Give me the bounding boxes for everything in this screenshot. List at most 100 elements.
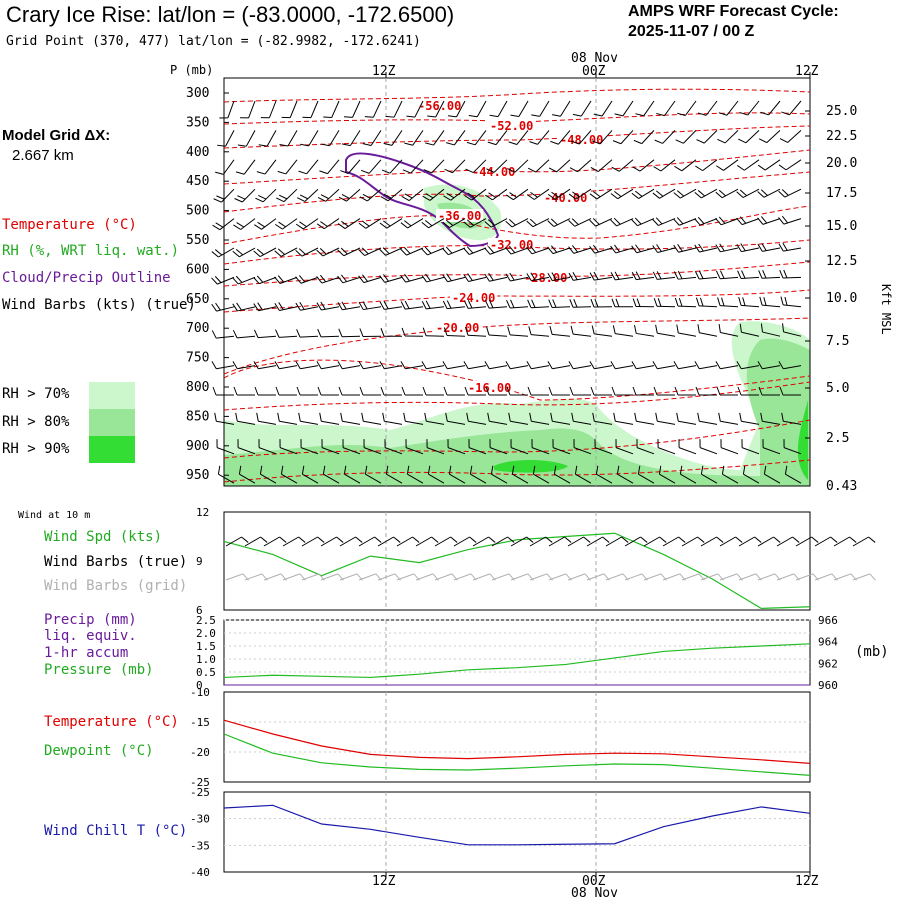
- barb-staff: [540, 101, 549, 116]
- wind-barb: [698, 96, 717, 118]
- barb-staff: [644, 574, 661, 580]
- wind-barb: [590, 211, 612, 227]
- barb-feather: [675, 298, 678, 306]
- wind-barb: [361, 155, 381, 176]
- wind-barb: [675, 325, 697, 337]
- wind-barb: [716, 153, 738, 172]
- wind-barb: [302, 98, 318, 120]
- barb-feather: [375, 536, 382, 544]
- barb-staff: [682, 574, 699, 580]
- wind-barb: [506, 212, 528, 229]
- barb-feather: [549, 299, 552, 307]
- wind-barb: [780, 269, 801, 278]
- barb-staff: [594, 366, 612, 369]
- barb-staff: [435, 574, 452, 580]
- wind-barb-10m: [682, 536, 704, 553]
- wind-barb: [548, 240, 570, 254]
- wind-barb: [737, 182, 759, 199]
- wind-barb-10m: [568, 536, 590, 553]
- wind-barb: [510, 97, 528, 119]
- height-tick-label: 17.5: [826, 186, 857, 201]
- wind-barb: [401, 358, 423, 370]
- barb-staff: [621, 130, 633, 143]
- barb-staff: [700, 448, 717, 454]
- barb-staff: [237, 366, 255, 369]
- barb-staff: [218, 248, 234, 257]
- barb-staff: [721, 448, 738, 454]
- wind-barb-10m: [321, 536, 343, 553]
- height-tick-label: 7.5: [826, 334, 849, 349]
- barb-staff: [606, 574, 623, 580]
- temperature-contour: [224, 89, 810, 102]
- pressure-tick-label: 966: [818, 614, 838, 627]
- barb-staff: [741, 421, 759, 424]
- barb-feather: [212, 361, 216, 369]
- wind-barb: [591, 299, 612, 307]
- wind-barb: [633, 154, 654, 173]
- barb-feather: [679, 298, 682, 306]
- barb-feather: [720, 270, 724, 278]
- barb-feather: [779, 163, 786, 171]
- barb-feather: [339, 329, 342, 337]
- barb-feather: [413, 536, 420, 544]
- barb-staff: [720, 366, 738, 369]
- barb-staff: [699, 366, 717, 369]
- wind-barb-10m: [378, 536, 400, 553]
- barb-feather: [451, 536, 458, 544]
- height-tick-label: 0.43: [826, 479, 857, 494]
- wind-barb: [380, 212, 402, 230]
- wind-barb: [422, 358, 444, 370]
- wind-barb: [339, 328, 360, 337]
- barb-feather: [718, 439, 724, 448]
- barb-feather: [656, 111, 664, 118]
- barb-staff: [397, 574, 414, 580]
- wind-barb: [758, 182, 780, 199]
- barb-feather: [469, 113, 477, 119]
- barb-staff: [342, 366, 360, 369]
- barb-staff: [765, 160, 780, 170]
- barb-feather: [758, 163, 765, 171]
- wind-barb-10m: [796, 536, 818, 553]
- barb-staff: [237, 336, 255, 338]
- barb-staff: [623, 101, 633, 116]
- barb-feather: [510, 272, 515, 280]
- pressure-tick-label: 350: [186, 115, 209, 130]
- wind-barb: [780, 297, 802, 307]
- barb-feather: [509, 140, 517, 147]
- barb-feather: [527, 536, 534, 544]
- barb-feather: [812, 536, 819, 544]
- barb-staff: [642, 130, 654, 143]
- wind-barb: [297, 183, 318, 203]
- wind-barb-10m: [492, 536, 514, 553]
- barb-feather: [380, 361, 384, 369]
- barb-staff: [340, 574, 357, 580]
- barb-staff: [426, 366, 444, 369]
- barb-feather: [508, 536, 515, 544]
- contour-label: -20.00: [436, 321, 479, 335]
- barb-feather: [485, 361, 489, 369]
- barb-staff: [468, 335, 486, 336]
- wind-barb: [654, 154, 675, 173]
- wind-barb: [569, 211, 591, 227]
- barb-feather: [318, 329, 321, 337]
- wind-barb: [528, 299, 549, 308]
- contour-label: -36.00: [438, 209, 481, 223]
- wind-barb: [759, 269, 780, 278]
- barb-staff: [386, 248, 402, 255]
- height-tick-label: 5.0: [826, 381, 849, 396]
- wind-barb: [278, 155, 297, 176]
- barb-staff: [552, 307, 570, 308]
- barb-staff: [300, 336, 318, 337]
- wind-barb: [569, 270, 591, 281]
- barb-feather: [762, 243, 766, 251]
- barb-feather: [641, 536, 648, 544]
- wind-tick-label: 12: [196, 506, 209, 519]
- wind-barb: [360, 387, 381, 395]
- barb-feather: [549, 166, 557, 174]
- wind-barb: [611, 182, 633, 200]
- wind-barb: [674, 358, 696, 370]
- precip-tick-label: 2.5: [196, 614, 216, 627]
- wind-barb: [404, 126, 423, 148]
- wind-barb: [590, 269, 612, 280]
- barb-feather: [300, 302, 304, 310]
